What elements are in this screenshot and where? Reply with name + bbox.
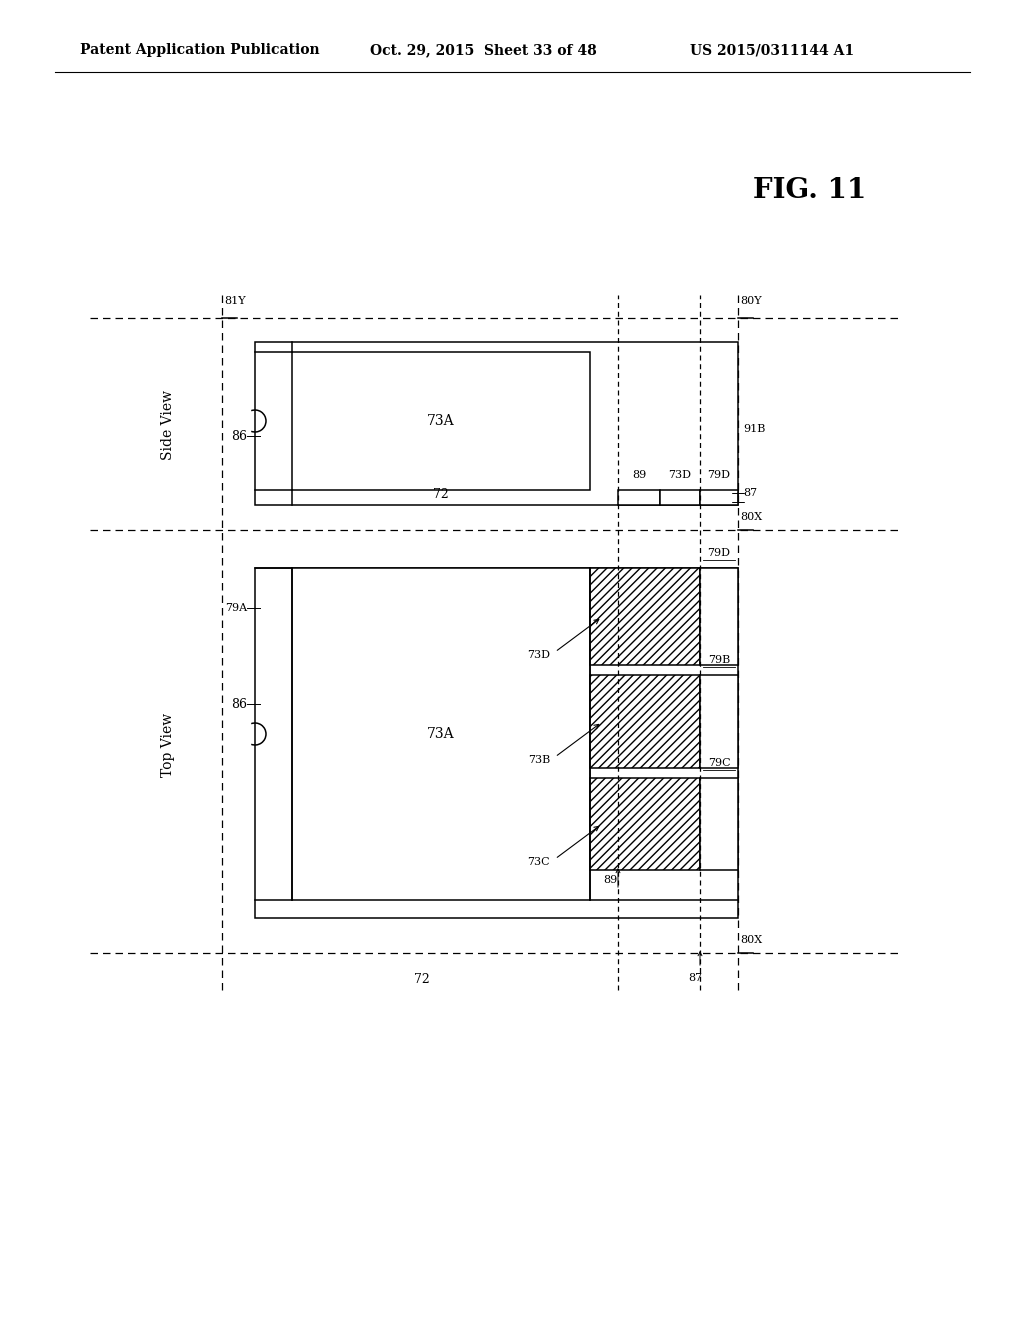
Text: Side View: Side View [161,389,175,459]
Bar [590,568,700,665]
Text: Top View: Top View [161,713,175,777]
Text: 86: 86 [231,697,247,710]
Text: 72: 72 [414,973,430,986]
Text: 80X: 80X [740,935,762,945]
Text: 87: 87 [743,488,757,498]
Text: 73D: 73D [669,470,691,480]
Bar [255,342,738,506]
Bar [618,490,660,506]
Text: 79C: 79C [708,758,730,768]
Bar [660,490,700,506]
Text: US 2015/0311144 A1: US 2015/0311144 A1 [690,44,854,57]
Text: 79D: 79D [708,548,730,558]
Bar [700,675,738,768]
Bar [255,568,738,917]
Text: 80X: 80X [740,512,762,521]
Bar [292,568,590,900]
Text: 73B: 73B [527,755,550,766]
Text: 72: 72 [433,488,449,502]
Bar [700,568,738,665]
Text: 79D: 79D [708,470,730,480]
Text: 73D: 73D [527,649,550,660]
Bar [700,777,738,870]
Text: Patent Application Publication: Patent Application Publication [80,44,319,57]
Text: 80Y: 80Y [740,296,762,306]
Bar [700,490,738,506]
Text: 89: 89 [603,875,617,884]
Text: 79B: 79B [708,655,730,665]
Text: 73A: 73A [427,727,455,741]
Text: 79A: 79A [225,603,247,612]
Bar [590,777,700,870]
Text: 73C: 73C [527,857,550,867]
Text: Oct. 29, 2015  Sheet 33 of 48: Oct. 29, 2015 Sheet 33 of 48 [370,44,597,57]
Text: 81Y: 81Y [224,296,246,306]
Text: 73A: 73A [427,414,455,428]
Text: 91B: 91B [743,424,765,434]
Bar [292,352,590,490]
Text: 89: 89 [632,470,646,480]
Text: FIG. 11: FIG. 11 [754,177,866,203]
Bar [590,675,700,768]
Text: 86: 86 [231,429,247,442]
Text: 87: 87 [688,973,702,983]
